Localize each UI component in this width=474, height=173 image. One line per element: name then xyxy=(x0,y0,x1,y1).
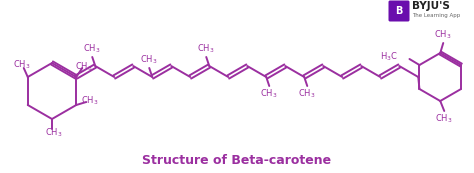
Text: CH$_3$: CH$_3$ xyxy=(82,95,99,107)
Text: CH$_3$: CH$_3$ xyxy=(435,29,452,41)
Text: CH$_3$: CH$_3$ xyxy=(299,88,316,100)
Text: B: B xyxy=(395,6,403,16)
FancyBboxPatch shape xyxy=(389,1,410,21)
Text: CH$_3$: CH$_3$ xyxy=(198,43,215,55)
Text: CH$_3$: CH$_3$ xyxy=(83,43,101,55)
Text: CH$_3$: CH$_3$ xyxy=(75,61,93,73)
Text: BYJU'S: BYJU'S xyxy=(412,1,450,11)
Text: CH$_3$: CH$_3$ xyxy=(45,127,63,139)
Text: CH$_3$: CH$_3$ xyxy=(436,113,453,125)
Text: The Learning App: The Learning App xyxy=(412,12,460,17)
Text: CH$_3$: CH$_3$ xyxy=(13,59,30,71)
Text: Structure of Beta-carotene: Structure of Beta-carotene xyxy=(143,154,331,167)
Text: H$_3$C: H$_3$C xyxy=(380,51,398,63)
Text: CH$_3$: CH$_3$ xyxy=(261,88,278,100)
Text: CH$_3$: CH$_3$ xyxy=(140,54,158,66)
